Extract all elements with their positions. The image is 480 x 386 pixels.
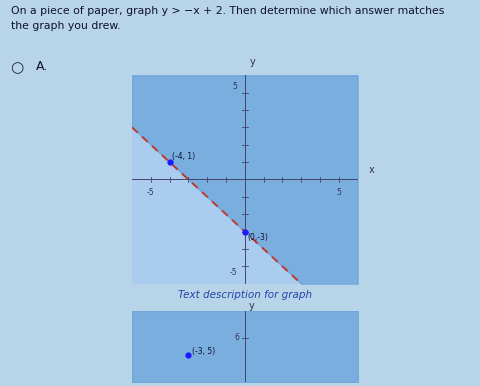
- Text: On a piece of paper, graph y > −x + 2. Then determine which answer matches: On a piece of paper, graph y > −x + 2. T…: [11, 6, 444, 16]
- Text: 5: 5: [336, 188, 341, 197]
- Text: (0,-3): (0,-3): [248, 233, 268, 242]
- Text: Text description for graph: Text description for graph: [178, 290, 312, 300]
- Text: the graph you drew.: the graph you drew.: [11, 21, 120, 31]
- Text: y: y: [250, 57, 255, 67]
- Text: 5: 5: [232, 82, 237, 91]
- Text: -5: -5: [147, 188, 155, 197]
- Text: (-4, 1): (-4, 1): [172, 152, 195, 161]
- Text: x: x: [369, 165, 374, 175]
- Text: y: y: [249, 301, 254, 311]
- Text: A.: A.: [36, 60, 48, 73]
- Text: -5: -5: [229, 268, 237, 277]
- Text: ○: ○: [11, 60, 24, 75]
- Text: 6: 6: [234, 333, 239, 342]
- Text: (-3, 5): (-3, 5): [192, 347, 216, 356]
